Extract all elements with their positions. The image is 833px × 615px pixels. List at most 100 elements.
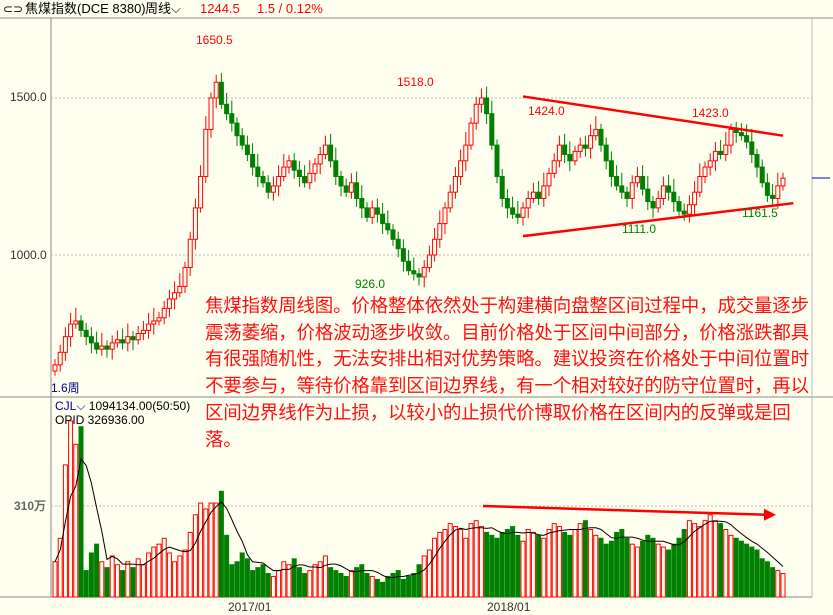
candle-body — [203, 128, 209, 177]
candle-body — [494, 144, 500, 178]
volume-bar — [484, 531, 490, 598]
link-icon[interactable]: ⊂⊃ — [3, 2, 24, 16]
volume-bar — [458, 528, 464, 598]
candle-body — [151, 320, 157, 325]
label-low-1111: 1111.0 — [622, 222, 657, 236]
volume-bar — [759, 558, 765, 598]
volume-bar — [104, 567, 110, 598]
candle-body — [406, 260, 412, 272]
volume-bar — [733, 537, 739, 598]
volume-bar — [99, 561, 105, 598]
volume-bar — [499, 531, 505, 598]
candle-body — [770, 194, 776, 199]
candle-body — [88, 336, 94, 344]
candle-body — [697, 176, 703, 193]
volume-bar — [473, 520, 479, 598]
trendline — [522, 201, 794, 238]
volume-bar — [645, 534, 651, 598]
volume-bar — [312, 564, 318, 598]
candle-body — [395, 238, 401, 250]
candle-body — [348, 182, 354, 193]
x-tick-2018: 2018/01 — [487, 600, 531, 614]
candle-body — [702, 166, 708, 178]
volume-bar — [120, 570, 126, 598]
volume-bar — [556, 526, 562, 598]
volume-bar — [676, 537, 682, 598]
volume-bar — [489, 534, 495, 598]
volume-bar — [780, 573, 786, 598]
volume-bar — [338, 573, 344, 598]
candle-body — [104, 345, 110, 350]
candle-body — [234, 122, 240, 137]
volume-bar — [281, 561, 287, 598]
volume-bar — [203, 508, 209, 598]
volume-bar — [213, 502, 219, 598]
candle-body — [244, 144, 250, 156]
volume-bar — [655, 543, 661, 598]
volume-bar — [775, 570, 781, 598]
candle-body — [660, 185, 666, 199]
candle-body — [218, 81, 224, 105]
volume-bar — [452, 526, 458, 598]
candle-body — [738, 132, 744, 137]
candle-body — [187, 238, 193, 269]
candle-body — [286, 160, 292, 168]
volume-bar — [400, 578, 406, 598]
candle-body — [426, 254, 432, 269]
volume-bar — [411, 573, 417, 598]
candle-body — [556, 144, 562, 162]
volume-bar — [270, 575, 276, 598]
candle-body — [676, 201, 682, 212]
volume-bar — [770, 567, 776, 598]
candle-body — [645, 188, 651, 203]
volume-header: CJL⌵ 1094134.00(50:50) OPID 326936.00 — [55, 399, 200, 427]
volume-bar — [572, 528, 578, 598]
candle-body — [650, 201, 656, 209]
candle-body — [125, 336, 131, 344]
period-marker: 1.6周 — [51, 381, 80, 395]
volume-bar — [634, 546, 640, 598]
volume-bar — [146, 552, 152, 598]
volume-indicator-selector[interactable]: CJL⌵ — [55, 399, 86, 413]
volume-bar — [624, 537, 630, 598]
volume-bar — [265, 573, 271, 598]
indicator-name: CJL — [55, 399, 77, 413]
arrow-right-icon — [764, 508, 776, 521]
candle-body — [250, 154, 256, 168]
volume-bar — [94, 543, 100, 598]
volume-bar — [177, 555, 183, 598]
y-tick-1000: 1000.0 — [10, 248, 47, 262]
volume-bar — [416, 564, 422, 598]
candle-body — [536, 191, 542, 199]
candle-body — [718, 150, 724, 156]
candle-body — [775, 185, 781, 199]
candle-body — [478, 97, 484, 105]
chart-header: ⊂⊃ 焦煤指数(DCE 8380) 周线⌵ 1244.5 1.5 / 0.12% — [0, 0, 833, 18]
volume-bar — [728, 534, 734, 598]
volume-bar — [577, 523, 583, 598]
candle-body — [686, 204, 692, 215]
volume-bar — [660, 546, 666, 598]
candle-body — [62, 336, 68, 353]
volume-bar — [598, 537, 604, 598]
volume-bar — [333, 570, 339, 598]
volume-bar — [421, 555, 427, 598]
volume-bar — [369, 575, 375, 598]
candle-body — [712, 150, 718, 162]
period-selector[interactable]: 周线⌵ — [145, 0, 181, 18]
candle-body — [52, 364, 58, 372]
volume-bar — [78, 426, 84, 598]
volume-bar — [426, 549, 432, 598]
label-low-1161: 1161.5 — [742, 206, 778, 220]
candle-body — [624, 191, 630, 199]
volume-bar — [738, 540, 744, 598]
candle-body — [73, 320, 79, 325]
candle-body — [172, 292, 178, 300]
candle-body — [598, 128, 604, 146]
volume-bar — [161, 537, 167, 598]
label-low-926: 926.0 — [355, 277, 386, 291]
volume-bar — [608, 540, 614, 598]
label-high-1423: 1423.0 — [692, 106, 729, 120]
candle-body — [317, 154, 323, 165]
